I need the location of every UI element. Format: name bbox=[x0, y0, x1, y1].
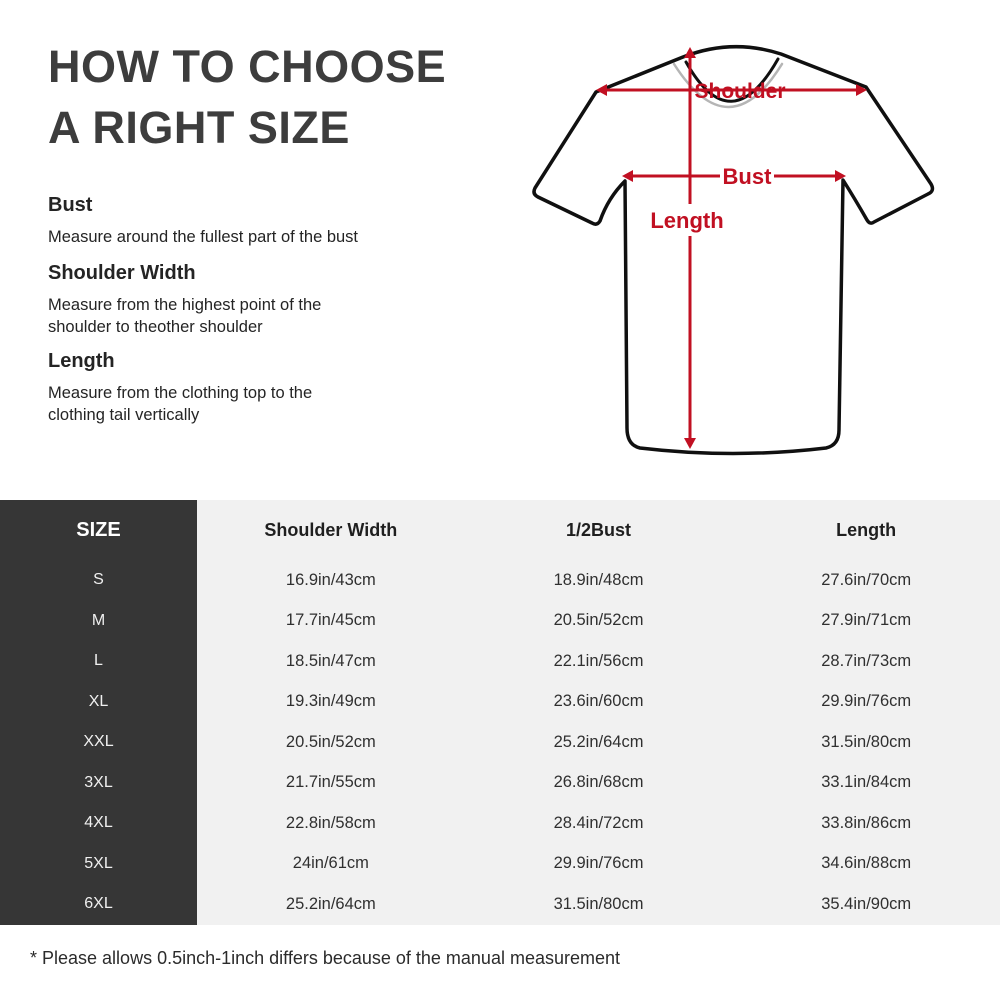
bust-value: 28.4in/72cm bbox=[464, 803, 733, 844]
header-half-bust: 1/2Bust bbox=[464, 500, 733, 560]
instruction-bust: Bust Measure around the fullest part of … bbox=[48, 194, 408, 248]
length-arrow bbox=[684, 47, 696, 449]
length-value: 33.8in/86cm bbox=[732, 803, 1000, 844]
length-value: 28.7in/73cm bbox=[732, 641, 1000, 682]
tshirt-outline bbox=[532, 44, 935, 456]
size-label: S bbox=[0, 560, 197, 601]
bust-value: 18.9in/48cm bbox=[464, 560, 733, 601]
title-line-1: HOW TO CHOOSE bbox=[48, 41, 447, 92]
shoulder-arrow bbox=[596, 84, 867, 96]
length-value: 35.4in/90cm bbox=[732, 884, 1000, 925]
shoulder-arrow-label: Shoulder bbox=[694, 80, 785, 103]
shoulder-value: 17.7in/45cm bbox=[197, 600, 465, 641]
table-row: 4XL 22.8in/58cm 28.4in/72cm 33.8in/86cm bbox=[0, 803, 1000, 844]
length-value: 27.6in/70cm bbox=[732, 560, 1000, 601]
length-value: 29.9in/76cm bbox=[732, 681, 1000, 722]
size-label: 3XL bbox=[0, 762, 197, 803]
header-size: SIZE bbox=[0, 500, 197, 560]
bust-value: 31.5in/80cm bbox=[464, 884, 733, 925]
length-value: 33.1in/84cm bbox=[732, 762, 1000, 803]
length-value: 27.9in/71cm bbox=[732, 600, 1000, 641]
instruction-bust-heading: Bust bbox=[48, 194, 93, 216]
length-arrow-label: Length bbox=[650, 208, 723, 233]
collar-shadow-arc bbox=[672, 62, 784, 109]
bust-value: 22.1in/56cm bbox=[464, 641, 733, 682]
bust-value: 23.6in/60cm bbox=[464, 681, 733, 722]
bust-arrow-label: Bust bbox=[723, 164, 773, 189]
table-row: L 18.5in/47cm 22.1in/56cm 28.7in/73cm bbox=[0, 641, 1000, 682]
size-label: XL bbox=[0, 681, 197, 722]
size-label: 5XL bbox=[0, 843, 197, 884]
instruction-shoulder-heading: Shoulder Width bbox=[48, 262, 196, 284]
instruction-bust-text: Measure around the fullest part of the b… bbox=[48, 228, 359, 246]
table-row: 6XL 25.2in/64cm 31.5in/80cm 35.4in/90cm bbox=[0, 884, 1000, 925]
shoulder-value: 22.8in/58cm bbox=[197, 803, 465, 844]
size-label: XXL bbox=[0, 722, 197, 763]
instruction-length-heading: Length bbox=[48, 350, 115, 372]
shoulder-value: 18.5in/47cm bbox=[197, 641, 465, 682]
header-length: Length bbox=[732, 500, 1000, 560]
instruction-shoulder-text: Measure from the highest point of the sh… bbox=[48, 296, 322, 336]
header-shoulder-width: Shoulder Width bbox=[197, 500, 465, 560]
table-row: 5XL 24in/61cm 29.9in/76cm 34.6in/88cm bbox=[0, 843, 1000, 884]
instruction-shoulder-width: Shoulder Width Measure from the highest … bbox=[48, 262, 408, 338]
size-label: L bbox=[0, 641, 197, 682]
tshirt-measurement-diagram: Shoulder Bust Length bbox=[532, 44, 935, 456]
table-row: XL 19.3in/49cm 23.6in/60cm 29.9in/76cm bbox=[0, 681, 1000, 722]
page-title: HOW TO CHOOSE A RIGHT SIZE bbox=[48, 36, 446, 158]
shoulder-value: 21.7in/55cm bbox=[197, 762, 465, 803]
size-label: M bbox=[0, 600, 197, 641]
size-table: SIZE Shoulder Width 1/2Bust Length S 16.… bbox=[0, 500, 1000, 925]
instruction-length-text: Measure from the clothing top to the clo… bbox=[48, 384, 313, 424]
length-value: 31.5in/80cm bbox=[732, 722, 1000, 763]
shoulder-value: 20.5in/52cm bbox=[197, 722, 465, 763]
size-table-header-row: SIZE Shoulder Width 1/2Bust Length bbox=[0, 500, 1000, 560]
shoulder-value: 24in/61cm bbox=[197, 843, 465, 884]
title-line-2: A RIGHT SIZE bbox=[48, 102, 350, 153]
length-value: 34.6in/88cm bbox=[732, 843, 1000, 884]
table-row: 3XL 21.7in/55cm 26.8in/68cm 33.1in/84cm bbox=[0, 762, 1000, 803]
bust-value: 20.5in/52cm bbox=[464, 600, 733, 641]
shoulder-value: 25.2in/64cm bbox=[197, 884, 465, 925]
table-row: S 16.9in/43cm 18.9in/48cm 27.6in/70cm bbox=[0, 560, 1000, 601]
measurement-disclaimer: * Please allows 0.5inch-1inch differs be… bbox=[30, 948, 621, 968]
bust-value: 25.2in/64cm bbox=[464, 722, 733, 763]
bust-value: 29.9in/76cm bbox=[464, 843, 733, 884]
shoulder-value: 16.9in/43cm bbox=[197, 560, 465, 601]
size-label: 4XL bbox=[0, 803, 197, 844]
size-label: 6XL bbox=[0, 884, 197, 925]
bust-value: 26.8in/68cm bbox=[464, 762, 733, 803]
table-row: M 17.7in/45cm 20.5in/52cm 27.9in/71cm bbox=[0, 600, 1000, 641]
table-row: XXL 20.5in/52cm 25.2in/64cm 31.5in/80cm bbox=[0, 722, 1000, 763]
instruction-length: Length Measure from the clothing top to … bbox=[48, 350, 408, 426]
bust-arrow bbox=[622, 170, 846, 182]
shoulder-value: 19.3in/49cm bbox=[197, 681, 465, 722]
